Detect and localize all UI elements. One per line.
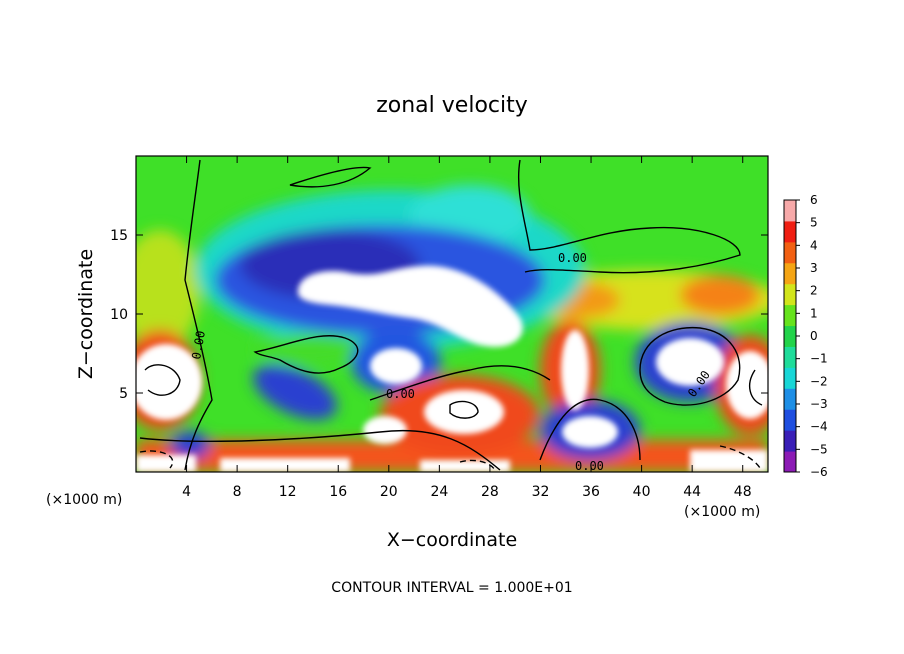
x-tick-label: 48	[734, 484, 752, 500]
y-tick-label: 10	[110, 307, 128, 323]
x-unit-left: (×1000 m)	[46, 492, 122, 508]
zero-contour-line	[253, 335, 359, 374]
zero-contour-line	[289, 166, 372, 188]
saturated-negative-core	[370, 348, 422, 384]
x-tick-label: 20	[380, 484, 398, 500]
colorbar-swatch	[784, 346, 796, 368]
positive-contour-line	[144, 364, 181, 396]
x-tick-label: 8	[233, 484, 242, 500]
colorbar-label: 4	[810, 238, 818, 252]
colorbar-swatch	[784, 409, 796, 431]
colorbar-label: 3	[810, 261, 818, 275]
colorbar-label: −3	[810, 397, 828, 411]
saturated-positive-core	[420, 460, 510, 472]
colorbar-label: −2	[810, 374, 828, 388]
negative-region	[170, 431, 210, 459]
colorbar-label: −1	[810, 352, 828, 366]
saturated-positive-core	[136, 455, 196, 472]
colorbar-swatch	[784, 262, 796, 285]
contour-lines	[139, 159, 763, 471]
positive-contour-line	[748, 369, 763, 406]
x-tick-label: 44	[683, 484, 701, 500]
negative-contour-line	[719, 445, 761, 469]
saturated-positive-core	[136, 344, 202, 420]
zero-contour-line	[369, 365, 551, 401]
colorbar-swatch	[784, 304, 796, 327]
y-tick-label: 5	[119, 386, 128, 402]
saturated-negative-core	[656, 338, 724, 386]
colorbar-label: 6	[810, 193, 818, 207]
colorbar-swatch	[784, 220, 796, 243]
saturated-positive-core	[424, 390, 504, 434]
zero-contour-line	[139, 429, 501, 471]
x-tick-label: 12	[279, 484, 297, 500]
x-tick-label: 32	[532, 484, 550, 500]
colorbar-label: −5	[810, 442, 828, 456]
colorbar-label: −6	[810, 465, 828, 479]
colorbar-swatch	[784, 241, 796, 264]
colorbar-swatch	[784, 200, 796, 222]
zero-contour-line	[539, 398, 641, 461]
contour-label: 0.00	[189, 330, 208, 361]
x-tick-label: 40	[633, 484, 651, 500]
colorbar-label: 0	[810, 329, 818, 343]
chart-title: zonal velocity	[376, 93, 528, 118]
negative-contour-line	[139, 450, 174, 469]
negative-contour-line	[459, 459, 496, 471]
saturated-positive-core	[220, 458, 350, 472]
saturated-positive-core	[363, 416, 407, 444]
colorbar-label: 2	[810, 284, 818, 298]
x-tick-label: 28	[481, 484, 499, 500]
saturated-negative-core	[562, 416, 618, 448]
positive-contour-line	[449, 400, 479, 419]
x-unit-right: (×1000 m)	[684, 504, 760, 520]
colorbar-swatch	[784, 283, 796, 306]
saturated-positive-core	[690, 450, 768, 472]
zero-contour-line	[517, 159, 741, 274]
heatmap-field: 0.00 0.00 0.00 0.00 0.00	[136, 156, 768, 473]
y-axis-title: Z−coordinate	[75, 249, 97, 379]
x-tick-label: 16	[329, 484, 347, 500]
positive-region	[680, 275, 760, 315]
colorbar: 6 5 4 3 2 1 0 −1 −2 −3 −4 −5 −6	[783, 193, 828, 479]
zero-contour-line	[639, 326, 741, 406]
colorbar-swatch	[784, 367, 796, 389]
contour-interval-note: CONTOUR INTERVAL = 1.000E+01	[331, 580, 572, 596]
colorbar-label: 1	[810, 306, 818, 320]
colorbar-swatch	[784, 451, 796, 473]
colorbar-label: 5	[810, 216, 818, 230]
colorbar-label: −4	[810, 420, 828, 434]
neutral-region	[255, 334, 365, 366]
colorbar-swatch	[784, 325, 796, 347]
contour-label: 0.00	[386, 387, 415, 401]
y-tick-label: 15	[110, 228, 128, 244]
saturated-negative-core	[297, 265, 523, 347]
zero-contour-line	[184, 159, 213, 471]
x-axis: 4 8 12 16 20 24 28 32 36 40 44 48	[182, 156, 752, 500]
contour-label: 0.00	[575, 459, 604, 473]
x-axis-title: X−coordinate	[387, 529, 517, 551]
colorbar-swatch	[784, 388, 796, 410]
negative-region	[253, 364, 337, 420]
x-tick-label: 4	[182, 484, 191, 500]
positive-region	[136, 230, 200, 350]
y-axis: 5 10 15	[110, 228, 768, 402]
x-tick-label: 24	[430, 484, 448, 500]
colorbar-swatch	[784, 430, 796, 452]
contour-label: 0.00	[558, 251, 587, 265]
saturated-positive-core	[561, 330, 589, 410]
x-tick-label: 36	[582, 484, 600, 500]
